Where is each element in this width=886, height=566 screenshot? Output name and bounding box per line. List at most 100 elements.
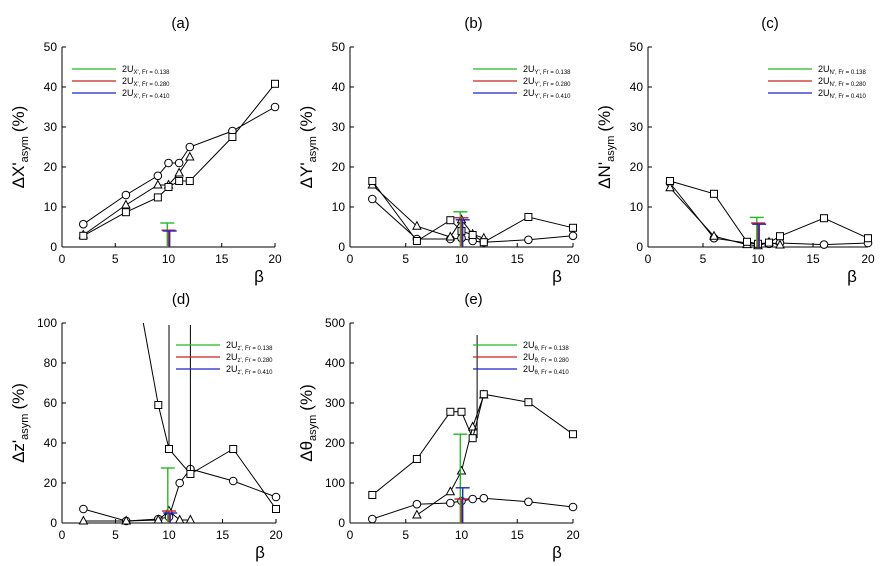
data-point-square [272,505,280,513]
y-tick-label: 100 [325,476,345,490]
legend-entry: 2UY', Fr = 0.410 [523,88,571,100]
data-point-square [569,223,577,232]
x-axis-label: β [255,543,265,562]
legend-sub: z', Fr = 0.280 [238,358,274,364]
legend-main: 2U [122,88,134,98]
x-tick-label: 5 [112,252,119,266]
data-point-square [185,177,194,185]
legend-entry: 2Uz', Fr = 0.138 [226,340,273,352]
y-tick-label: 10 [332,200,346,214]
data-point-square [468,231,477,239]
x-tick-label: 10 [455,528,469,542]
legend-sub: θ, Fr = 0.410 [535,370,570,376]
data-point-square [864,234,872,243]
series-line [669,180,869,245]
data-point-triangle [153,179,163,189]
data-point-square [479,238,488,247]
data-point-square [446,407,455,416]
data-point-square [154,401,163,409]
x-axis-label: β [552,267,562,286]
legend-entry: 2UX', Fr = 0.138 [122,64,170,76]
legend-sub: θ, Fr = 0.138 [535,346,570,352]
legend-entry: 2Uθ, Fr = 0.138 [523,340,569,352]
data-point-square [153,193,162,202]
legend-main: 2U [523,64,535,74]
legend-main: 2U [226,340,238,350]
y-label-sub: asym [307,136,319,162]
y-tick-label: 0 [338,516,345,530]
y-axis-label: Δθasym (%) [297,384,319,462]
data-point-circle [412,499,422,509]
x-axis-label: β [254,267,264,286]
y-tick-label: 500 [325,316,345,330]
x-tick-label: 15 [806,252,820,266]
x-tick-label: 0 [645,252,652,266]
y-tick-label: 0 [636,240,643,254]
legend-sub: z', Fr = 0.410 [238,370,274,376]
data-point-square [446,216,455,225]
data-point-circle [468,494,477,504]
data-point-square [820,214,828,223]
data-point-triangle [456,465,467,475]
y-tick-label: 50 [332,40,346,54]
data-point-triangle [665,182,675,192]
legend-entry: 2UN', Fr = 0.410 [818,88,867,100]
data-point-triangle [184,151,195,161]
legend-sub: N', Fr = 0.138 [830,70,867,76]
data-point-triangle [412,220,422,230]
x-tick-label: 5 [402,252,409,266]
legend-sub: Y', Fr = 0.138 [535,70,572,76]
x-tick-label: 15 [215,252,229,266]
series-triangle [78,505,196,525]
y-label-unit: (%) [9,106,28,132]
data-point-square [524,398,533,407]
data-point-circle [271,492,281,502]
y-tick-label: 40 [44,436,58,450]
series-line [372,497,574,520]
x-tick-label: 10 [751,252,765,266]
legend-main: 2U [523,88,535,98]
series-square [368,335,577,499]
series-square [368,177,577,247]
legend-main: 2U [818,88,830,98]
data-point-square [412,237,421,245]
data-point-square [271,79,279,88]
data-point-square [710,189,718,198]
data-point-square [457,407,466,416]
data-point-circle [174,158,184,168]
legend-main: 2U [226,364,238,374]
data-point-square [765,238,773,247]
data-point-square [569,430,577,439]
series-circle [368,493,578,524]
legend-sub: Y', Fr = 0.280 [535,82,572,88]
x-tick-label: 5 [112,528,119,542]
data-point-square [524,213,533,221]
legend-entry: 2Uz', Fr = 0.280 [226,352,273,364]
x-tick-label: 20 [861,252,875,266]
data-point-circle [175,478,184,488]
y-tick-label: 40 [630,80,644,94]
x-tick-label: 5 [700,252,707,266]
y-tick-label: 50 [44,40,58,54]
series-line [83,83,276,237]
y-label-unit: (%) [595,105,614,131]
y-axis-label: Δz'asym (%) [9,383,31,463]
y-label-sub: asym [19,414,31,440]
data-point-square [164,183,173,191]
panel-label: (e) [464,291,482,308]
legend-main: 2U [122,64,134,74]
y-tick-label: 80 [44,356,58,370]
series-triangle [412,389,489,519]
legend-main: 2U [523,352,535,362]
data-point-circle [121,190,131,200]
y-label-main: Δz' [9,440,28,463]
series-line [371,198,574,243]
data-point-circle [446,498,455,508]
legend-main: 2U [122,76,134,86]
